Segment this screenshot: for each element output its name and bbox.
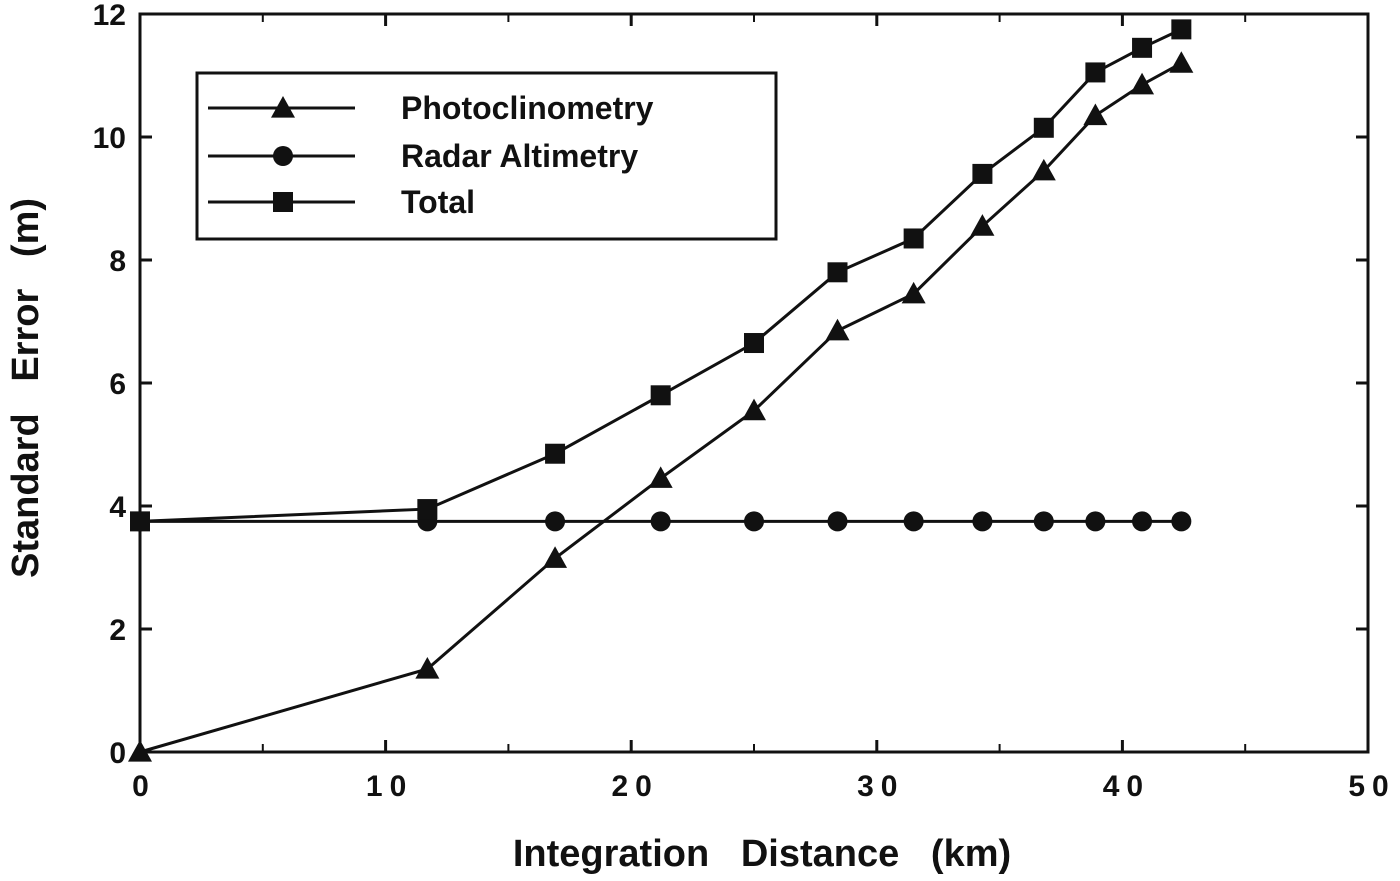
data-point-square: [744, 333, 764, 354]
data-point-square: [1033, 117, 1054, 138]
data-point-triangle: [1130, 72, 1155, 95]
data-point-triangle: [1169, 51, 1194, 73]
data-point-square: [903, 228, 924, 249]
x-tick-label: 40: [1103, 770, 1150, 803]
data-point-circle: [1085, 511, 1106, 532]
data-point-square: [1171, 19, 1192, 40]
x-tick-label: 20: [612, 770, 659, 803]
data-point-triangle: [1031, 158, 1056, 181]
y-axis-title: Standard Error (m): [5, 198, 47, 578]
data-point-circle: [972, 511, 993, 532]
data-point-triangle: [1083, 103, 1108, 126]
data-point-circle: [1171, 511, 1192, 532]
y-tick-label: 6: [109, 368, 126, 401]
x-tick-label: 50: [1348, 770, 1395, 803]
data-point-circle: [1033, 511, 1054, 532]
y-tick-label: 10: [93, 122, 126, 155]
y-tick-label: 0: [109, 737, 126, 770]
legend-marker-triangle: [271, 96, 295, 118]
data-point-triangle: [648, 466, 673, 488]
data-point-triangle: [415, 656, 440, 679]
data-point-square: [130, 511, 150, 532]
legend: Photoclinometry Radar Altimetry Total: [195, 71, 778, 241]
series-layer: [128, 19, 1194, 762]
legend-label: Photoclinometry: [401, 90, 654, 126]
data-point-circle: [545, 511, 566, 532]
legend-label: Radar Altimetry: [401, 138, 638, 174]
data-point-circle: [827, 511, 848, 532]
data-point-circle: [903, 511, 924, 532]
y-tick-label: 2: [109, 614, 126, 647]
data-point-square: [827, 262, 848, 283]
data-point-circle: [1132, 511, 1153, 532]
y-tick-label: 8: [109, 245, 126, 278]
data-point-square: [1132, 37, 1153, 58]
data-point-circle: [744, 511, 764, 532]
data-point-triangle: [543, 546, 568, 568]
data-point-triangle: [970, 214, 995, 236]
series-line: [139, 61, 1183, 754]
x-tick-label: 10: [366, 770, 413, 803]
data-point-triangle: [825, 318, 850, 341]
data-point-square: [650, 385, 671, 406]
x-tick-label: 30: [857, 770, 904, 803]
legend-label: Total: [401, 184, 475, 220]
series-triangle: [128, 51, 1194, 762]
legend-entry: Radar Altimetry: [208, 138, 638, 174]
data-point-triangle: [742, 398, 766, 421]
legend-entry: Photoclinometry: [208, 90, 654, 126]
y-tick-label: 12: [93, 0, 126, 32]
x-axis-title: Integration Distance (km): [513, 833, 1011, 875]
x-tick-label: 0: [132, 770, 156, 803]
data-point-triangle: [901, 281, 926, 304]
data-point-square: [417, 499, 438, 520]
legend-entry: Total: [208, 184, 475, 220]
series-square: [130, 19, 1192, 532]
legend-marker-circle: [273, 146, 293, 166]
legend-marker-square: [273, 192, 293, 212]
data-point-square: [1085, 62, 1106, 83]
data-point-circle: [650, 511, 671, 532]
data-point-square: [545, 443, 566, 464]
y-tick-label: 4: [109, 491, 126, 524]
data-point-square: [972, 163, 993, 184]
axis-ticks: 0 2 4 6 8 10 12 0 10 20 30 40 50: [93, 0, 1395, 803]
